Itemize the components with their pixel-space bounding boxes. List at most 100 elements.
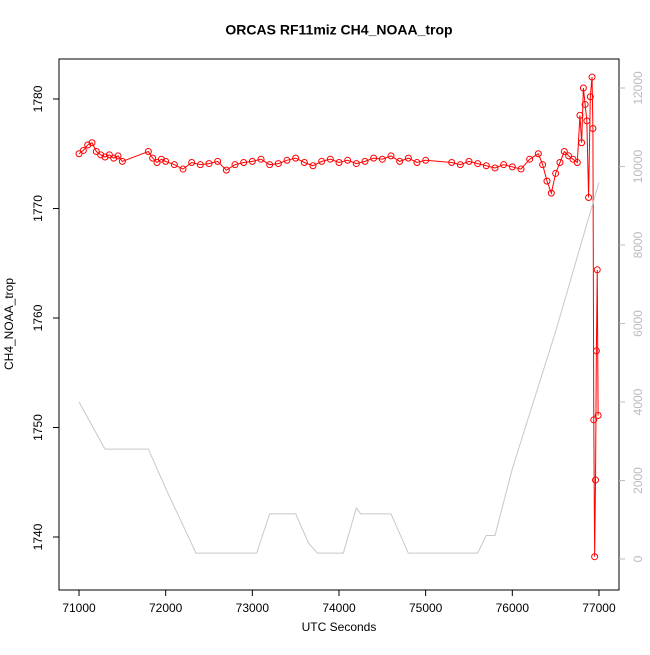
ch4-point xyxy=(590,416,598,424)
ch4-point xyxy=(153,158,161,166)
ch4-point xyxy=(105,151,113,159)
ch4-point xyxy=(592,476,600,484)
ch4-point xyxy=(344,156,352,164)
ch4-point xyxy=(97,151,105,159)
y-tick-label: 1780 xyxy=(31,85,45,112)
ch4-point xyxy=(300,158,308,166)
ch4-point xyxy=(335,158,343,166)
ch4-point xyxy=(482,162,490,170)
ch4-point xyxy=(422,156,430,164)
y-tick-label: 1750 xyxy=(31,414,45,441)
ch4-point xyxy=(491,164,499,172)
ch4-point xyxy=(589,125,597,133)
ch4-point xyxy=(205,160,213,168)
ch4-point xyxy=(565,152,573,160)
ch4-point xyxy=(500,161,508,169)
ch4-point xyxy=(361,157,369,165)
ch4-point xyxy=(274,160,282,168)
x-tick-label: 75000 xyxy=(409,601,443,615)
ch4-point xyxy=(196,161,204,169)
ch4-point xyxy=(517,165,525,173)
ch4-point xyxy=(581,100,589,108)
ch4-point xyxy=(188,158,196,166)
ch4-point xyxy=(214,157,222,165)
ch4-point xyxy=(588,73,596,81)
x-tick-label: 77000 xyxy=(582,601,616,615)
ch4-point xyxy=(257,155,265,163)
y-tick-label: 1760 xyxy=(31,304,45,331)
ch4-point xyxy=(283,156,291,164)
ch4-point xyxy=(573,158,581,166)
y2-tick-label: 2000 xyxy=(631,467,645,494)
ch4-point xyxy=(248,157,256,165)
x-tick-label: 74000 xyxy=(322,601,356,615)
ch4-point xyxy=(560,148,568,156)
ch4-point xyxy=(593,266,601,274)
ch4-point xyxy=(594,411,602,419)
ch4-point xyxy=(592,347,600,355)
ch4-point xyxy=(110,154,118,162)
ch4-point xyxy=(157,155,165,163)
x-axis-label: UTC Seconds xyxy=(302,620,377,634)
ch4-point xyxy=(586,93,594,101)
y2-tick-label: 10000 xyxy=(631,149,645,183)
x-tick-label: 71000 xyxy=(62,601,96,615)
x-tick-label: 73000 xyxy=(236,601,270,615)
ch4-point xyxy=(318,157,326,165)
ch4-point xyxy=(578,139,586,147)
ch4-point xyxy=(149,154,157,162)
ch4-point xyxy=(222,166,230,174)
ch4-point xyxy=(404,154,412,162)
altitude-line xyxy=(78,182,600,554)
ch4-point xyxy=(552,169,560,177)
ch4-point xyxy=(84,141,92,149)
ch4-point xyxy=(396,157,404,165)
ch4-point xyxy=(292,154,300,162)
chart-title: ORCAS RF11miz CH4_NOAA_trop xyxy=(225,22,452,38)
ch4-point xyxy=(378,155,386,163)
ch4-point xyxy=(79,146,87,154)
ch4-point xyxy=(118,157,126,165)
ch4-point xyxy=(387,152,395,160)
ch4-point xyxy=(579,84,587,92)
ch4-point xyxy=(543,177,551,185)
ch4-point xyxy=(456,161,464,169)
ch4-point xyxy=(569,155,577,163)
ch4-point xyxy=(413,158,421,166)
ch4-point xyxy=(547,189,555,197)
ch4-point xyxy=(534,150,542,158)
ch4-point xyxy=(370,154,378,162)
y2-tick-label: 0 xyxy=(631,555,645,562)
x-tick-label: 76000 xyxy=(496,601,530,615)
ch4-point xyxy=(526,155,534,163)
ch4-point xyxy=(556,158,564,166)
ch4-point xyxy=(170,161,178,169)
ch4-point xyxy=(162,157,170,165)
ch4-point xyxy=(576,111,584,119)
ch4-point xyxy=(591,553,599,561)
y2-tick-label: 6000 xyxy=(631,310,645,337)
y2-tick-label: 4000 xyxy=(631,388,645,415)
ch4-point xyxy=(114,152,122,160)
plot-box xyxy=(58,58,620,591)
ch4-point xyxy=(101,153,109,161)
ch4-point xyxy=(583,117,591,125)
ch4-point xyxy=(144,148,152,156)
ch4-point xyxy=(266,161,274,169)
ch4-point xyxy=(352,160,360,168)
ch4-point xyxy=(88,139,96,147)
ch4-point xyxy=(240,158,248,166)
ch4-point xyxy=(75,150,83,158)
ch4-point xyxy=(508,163,516,171)
y-tick-label: 1770 xyxy=(31,195,45,222)
y-tick-label: 1740 xyxy=(31,523,45,550)
ch4-point xyxy=(585,194,593,202)
ch4-point xyxy=(448,158,456,166)
ch4-point xyxy=(179,165,187,173)
ch4-point xyxy=(539,161,547,169)
y2-tick-label: 12000 xyxy=(631,71,645,105)
ch4-point xyxy=(309,162,317,170)
ch4-point xyxy=(92,148,100,156)
ch4-point xyxy=(465,157,473,165)
